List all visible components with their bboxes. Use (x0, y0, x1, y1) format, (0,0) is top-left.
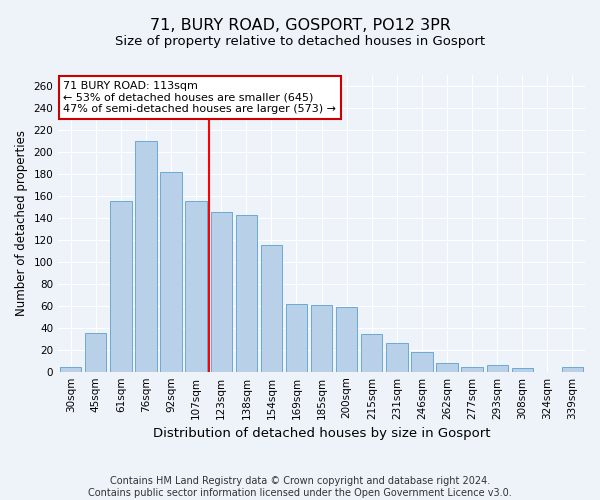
Bar (386, 343, 407, 372)
X-axis label: Distribution of detached houses by size in Gosport: Distribution of detached houses by size … (153, 427, 490, 440)
Text: 71, BURY ROAD, GOSPORT, PO12 3PR: 71, BURY ROAD, GOSPORT, PO12 3PR (149, 18, 451, 32)
Bar (487, 365, 508, 372)
Bar (136, 141, 157, 372)
Bar (336, 307, 358, 372)
Text: Size of property relative to detached houses in Gosport: Size of property relative to detached ho… (115, 35, 485, 48)
Bar (311, 304, 332, 372)
Bar (512, 368, 533, 372)
Bar (110, 202, 131, 372)
Bar (211, 212, 232, 372)
Bar (85, 333, 106, 372)
Text: 71 BURY ROAD: 113sqm
← 53% of detached houses are smaller (645)
47% of semi-deta: 71 BURY ROAD: 113sqm ← 53% of detached h… (64, 81, 337, 114)
Bar (261, 246, 282, 372)
Bar (286, 304, 307, 372)
Bar (436, 363, 458, 372)
Bar (185, 202, 207, 372)
Bar (361, 334, 382, 372)
Y-axis label: Number of detached properties: Number of detached properties (15, 130, 28, 316)
Bar (236, 214, 257, 372)
Text: Contains HM Land Registry data © Crown copyright and database right 2024.
Contai: Contains HM Land Registry data © Crown c… (88, 476, 512, 498)
Bar (60, 368, 82, 372)
Bar (160, 172, 182, 372)
Bar (461, 368, 483, 372)
Bar (562, 368, 583, 372)
Bar (411, 352, 433, 372)
